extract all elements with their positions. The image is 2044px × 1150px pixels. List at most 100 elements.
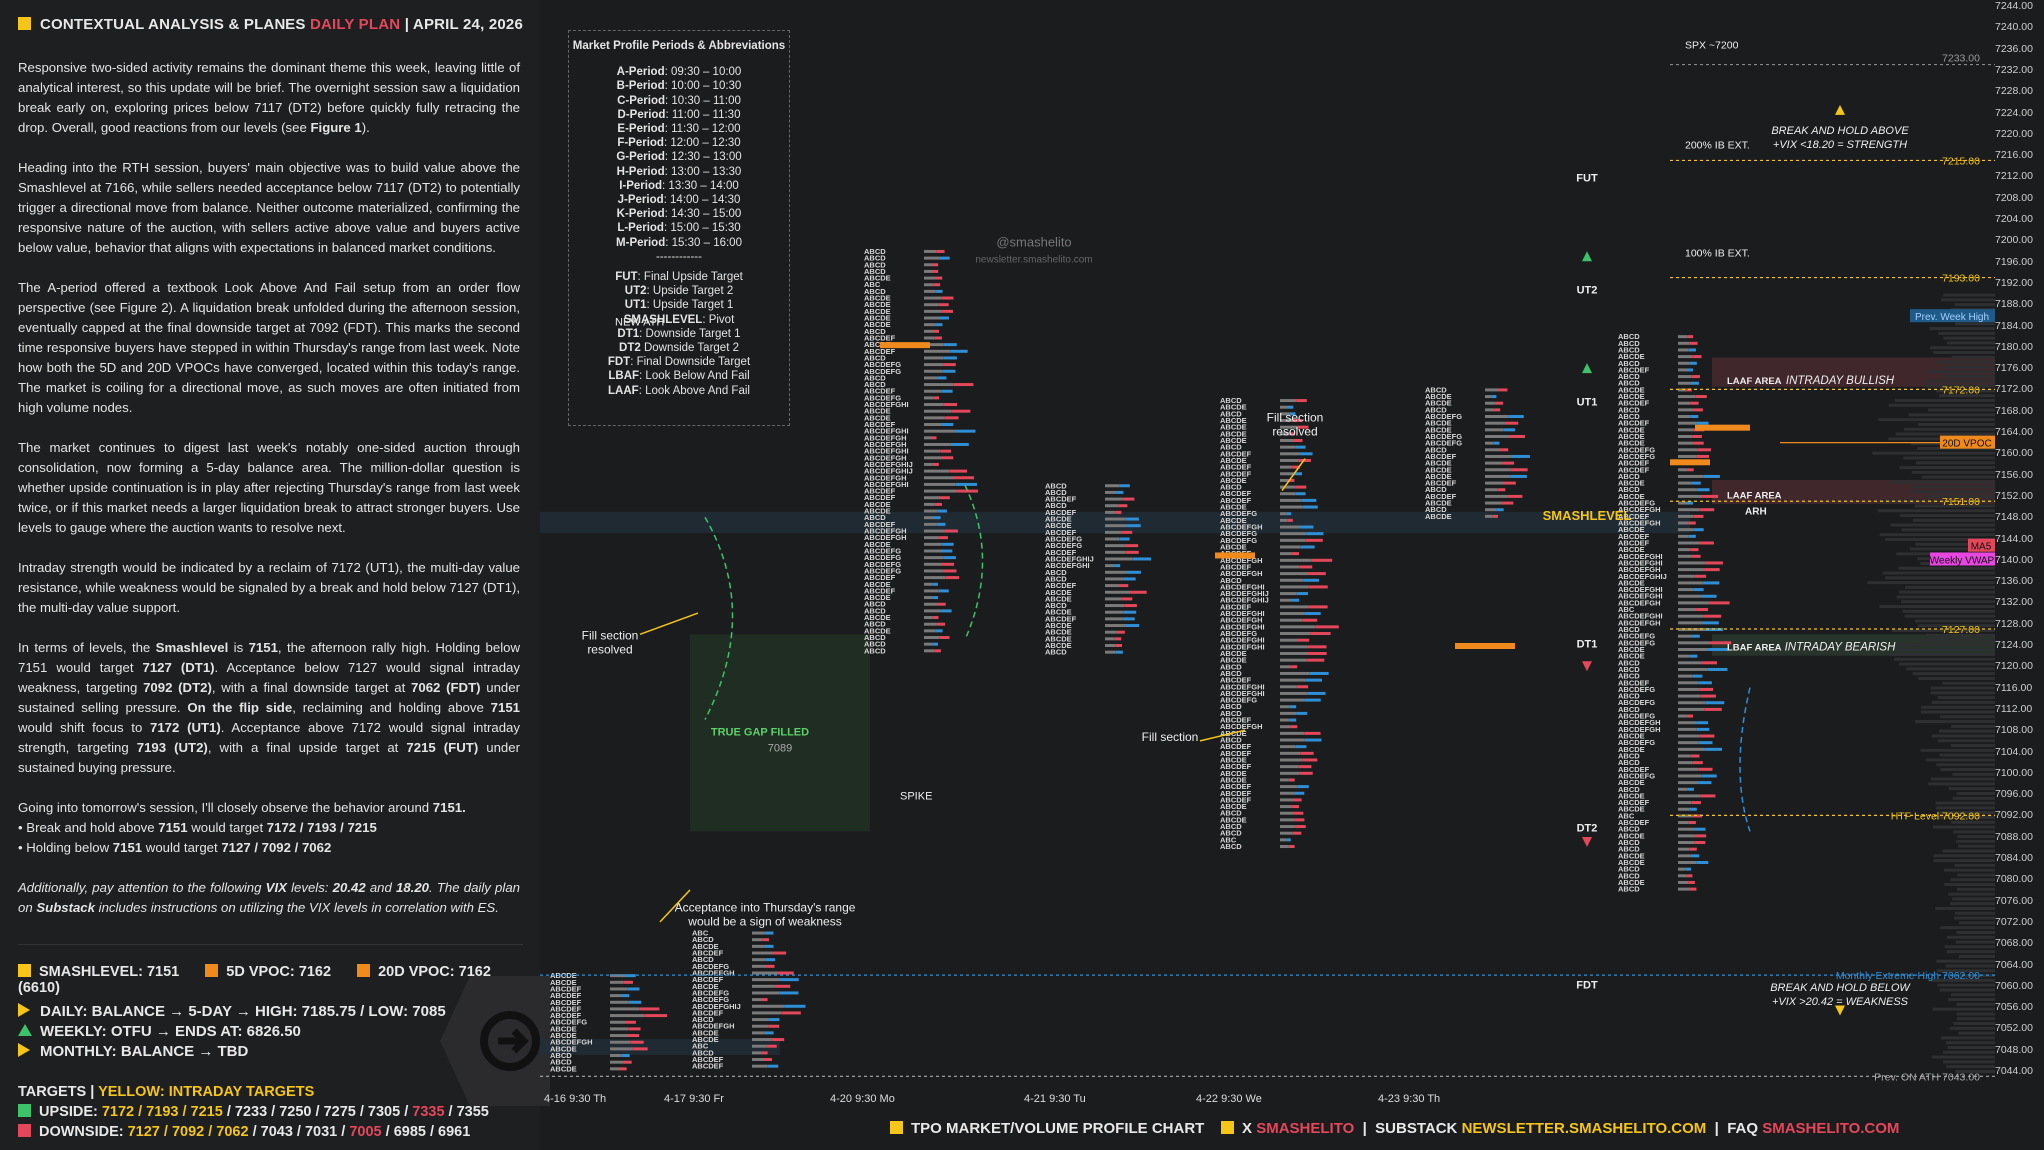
volume-delta-bar xyxy=(1678,554,1692,558)
tpo-row: ABCDE xyxy=(1045,628,1072,637)
tpo-row: ABCDE xyxy=(864,340,891,349)
volume-delta-bar xyxy=(1132,557,1152,561)
tpo-row: ABCDE xyxy=(1425,499,1452,508)
volume-delta-bar xyxy=(1694,841,1706,845)
level-value: Prev. ON ATH 7043.00 xyxy=(1874,1071,1980,1083)
volume-profile-bar xyxy=(1933,351,1995,355)
tpo-row: ABCDE xyxy=(1618,805,1645,814)
volume-profile-bar xyxy=(1921,475,1995,479)
tpo-row: ABCD xyxy=(1045,648,1067,657)
faq-link[interactable]: SMASHELITO.COM xyxy=(1762,1120,1900,1137)
tpo-row: ABCDEF xyxy=(1220,789,1252,798)
weekly-context: WEEKLY: OTFU → ENDS AT: 6826.50 xyxy=(18,1022,446,1042)
volume-delta-bar xyxy=(1699,734,1715,738)
volume-delta-bar xyxy=(610,1014,645,1018)
volume-delta-bar xyxy=(943,356,957,360)
volume-delta-bar xyxy=(932,263,939,267)
tpo-row: ABCDE xyxy=(1425,472,1452,481)
tpo-row: ABCDE xyxy=(864,294,891,303)
volume-delta-bar xyxy=(1678,781,1699,785)
tpo-row: ABCDEFG xyxy=(1618,445,1655,454)
laaf-area-label: LAAF AREA xyxy=(1727,376,1782,387)
tpo-row: ABCDE xyxy=(1618,432,1645,441)
volume-profile-bar xyxy=(1905,585,1995,589)
volume-profile-bar xyxy=(1928,782,1995,786)
volume-profile-bar xyxy=(1930,346,1995,350)
volume-delta-bar xyxy=(1698,681,1712,685)
tpo-row: ABCDE xyxy=(1220,503,1247,512)
volume-delta-bar xyxy=(1125,624,1140,628)
footer-bar: TPO MARKET/VOLUME PROFILE CHART X SMASHE… xyxy=(890,1120,1899,1137)
volume-delta-bar xyxy=(924,336,935,340)
legend-abbrev-row: LBAF: Look Below And Fail xyxy=(608,370,750,383)
volume-profile-bar xyxy=(1899,466,1995,470)
axis-tick-label: 7172.00 xyxy=(1995,383,2033,396)
volume-delta-bar xyxy=(936,602,946,606)
tpo-row: ABCD xyxy=(692,1015,714,1024)
tpo-row: ABCDEF xyxy=(692,975,724,984)
tpo-row: ABCD xyxy=(864,640,886,649)
fill-section-annotation: resolved xyxy=(1272,424,1317,438)
volume-delta-bar xyxy=(924,622,937,626)
volume-delta-bar xyxy=(1678,594,1702,598)
volume-delta-bar xyxy=(938,316,949,320)
axis-tick-label: 7224.00 xyxy=(1995,106,2033,119)
volume-profile-bar xyxy=(1872,451,1995,455)
gap-filled-title: TRUE GAP FILLED xyxy=(711,727,809,739)
level-value: 7151.00 xyxy=(1942,496,1980,508)
volume-delta-bar xyxy=(630,1040,644,1044)
tpo-row: ABCD xyxy=(1618,625,1640,634)
volume-delta-bar xyxy=(1297,785,1309,789)
tpo-row: ABCD xyxy=(864,287,886,296)
volume-delta-bar xyxy=(1280,691,1308,695)
volume-profile-bar xyxy=(1954,863,1995,867)
volume-delta-bar xyxy=(1704,747,1723,751)
volume-delta-bar xyxy=(1296,711,1308,715)
volume-profile-bar xyxy=(1937,696,1995,700)
volume-delta-bar xyxy=(1685,867,1692,871)
tpo-row: ABCDEF xyxy=(1220,762,1252,771)
volume-profile-bar xyxy=(1931,700,1995,704)
down-triangle-icon xyxy=(1582,837,1592,848)
substack-link[interactable]: NEWSLETTER.SMASHELITO.COM xyxy=(1461,1120,1707,1137)
intraday-bearish-label: INTRADAY BEARISH xyxy=(1785,641,1896,653)
gap-filled-value: 7089 xyxy=(768,743,792,755)
footer-chart-type: TPO MARKET/VOLUME PROFILE CHART xyxy=(911,1120,1205,1137)
volume-delta-bar xyxy=(942,369,956,373)
date-label: 4-22 9:30 We xyxy=(1196,1093,1262,1105)
volume-delta-bar xyxy=(1678,654,1690,658)
volume-delta-bar xyxy=(1678,581,1703,585)
tpo-row: ABCDEF xyxy=(1618,818,1650,827)
tpo-row: ABCDEF xyxy=(1618,365,1650,374)
arh-label: ARH xyxy=(1745,507,1767,518)
volume-profile-bar xyxy=(1947,1045,1995,1049)
volume-delta-bar xyxy=(1485,454,1512,458)
volume-delta-bar xyxy=(771,1038,785,1042)
tpo-row: ABCD xyxy=(1618,658,1640,667)
volume-delta-bar xyxy=(765,964,775,968)
tpo-row: ABCDEF xyxy=(864,493,896,502)
volume-delta-bar xyxy=(1485,388,1499,392)
volume-delta-bar xyxy=(1485,501,1503,505)
tpo-row: ABCD xyxy=(864,247,886,256)
volume-delta-bar xyxy=(764,944,774,948)
tpo-row: ABCDE xyxy=(1045,621,1072,630)
axis-tick-label: 7052.00 xyxy=(1995,1022,2033,1035)
volume-delta-bar xyxy=(1119,537,1130,541)
volume-delta-bar xyxy=(610,1034,628,1038)
volume-delta-bar xyxy=(1678,687,1700,691)
volume-delta-bar xyxy=(1280,658,1307,662)
tpo-row: ABCDE xyxy=(550,978,577,987)
axis-tick-label: 7168.00 xyxy=(1995,404,2033,417)
volume-profile-bar xyxy=(1946,950,1995,954)
volume-delta-bar xyxy=(1485,415,1509,419)
volume-delta-bar xyxy=(623,1060,632,1064)
break-below-label: BREAK AND HOLD BELOW xyxy=(1770,982,1911,994)
tpo-row: ABCDEFG xyxy=(864,546,901,555)
volume-delta-bar xyxy=(1302,618,1318,622)
volume-delta-bar xyxy=(1695,395,1707,399)
tpo-row: ABCDEFGH xyxy=(1220,569,1263,578)
x-handle-link[interactable]: SMASHELITO xyxy=(1256,1120,1355,1137)
downside-targets: DOWNSIDE: 7127 / 7092 / 7062 / 7043 / 70… xyxy=(18,1122,489,1142)
tpo-row: ABCDEF xyxy=(550,1004,582,1013)
